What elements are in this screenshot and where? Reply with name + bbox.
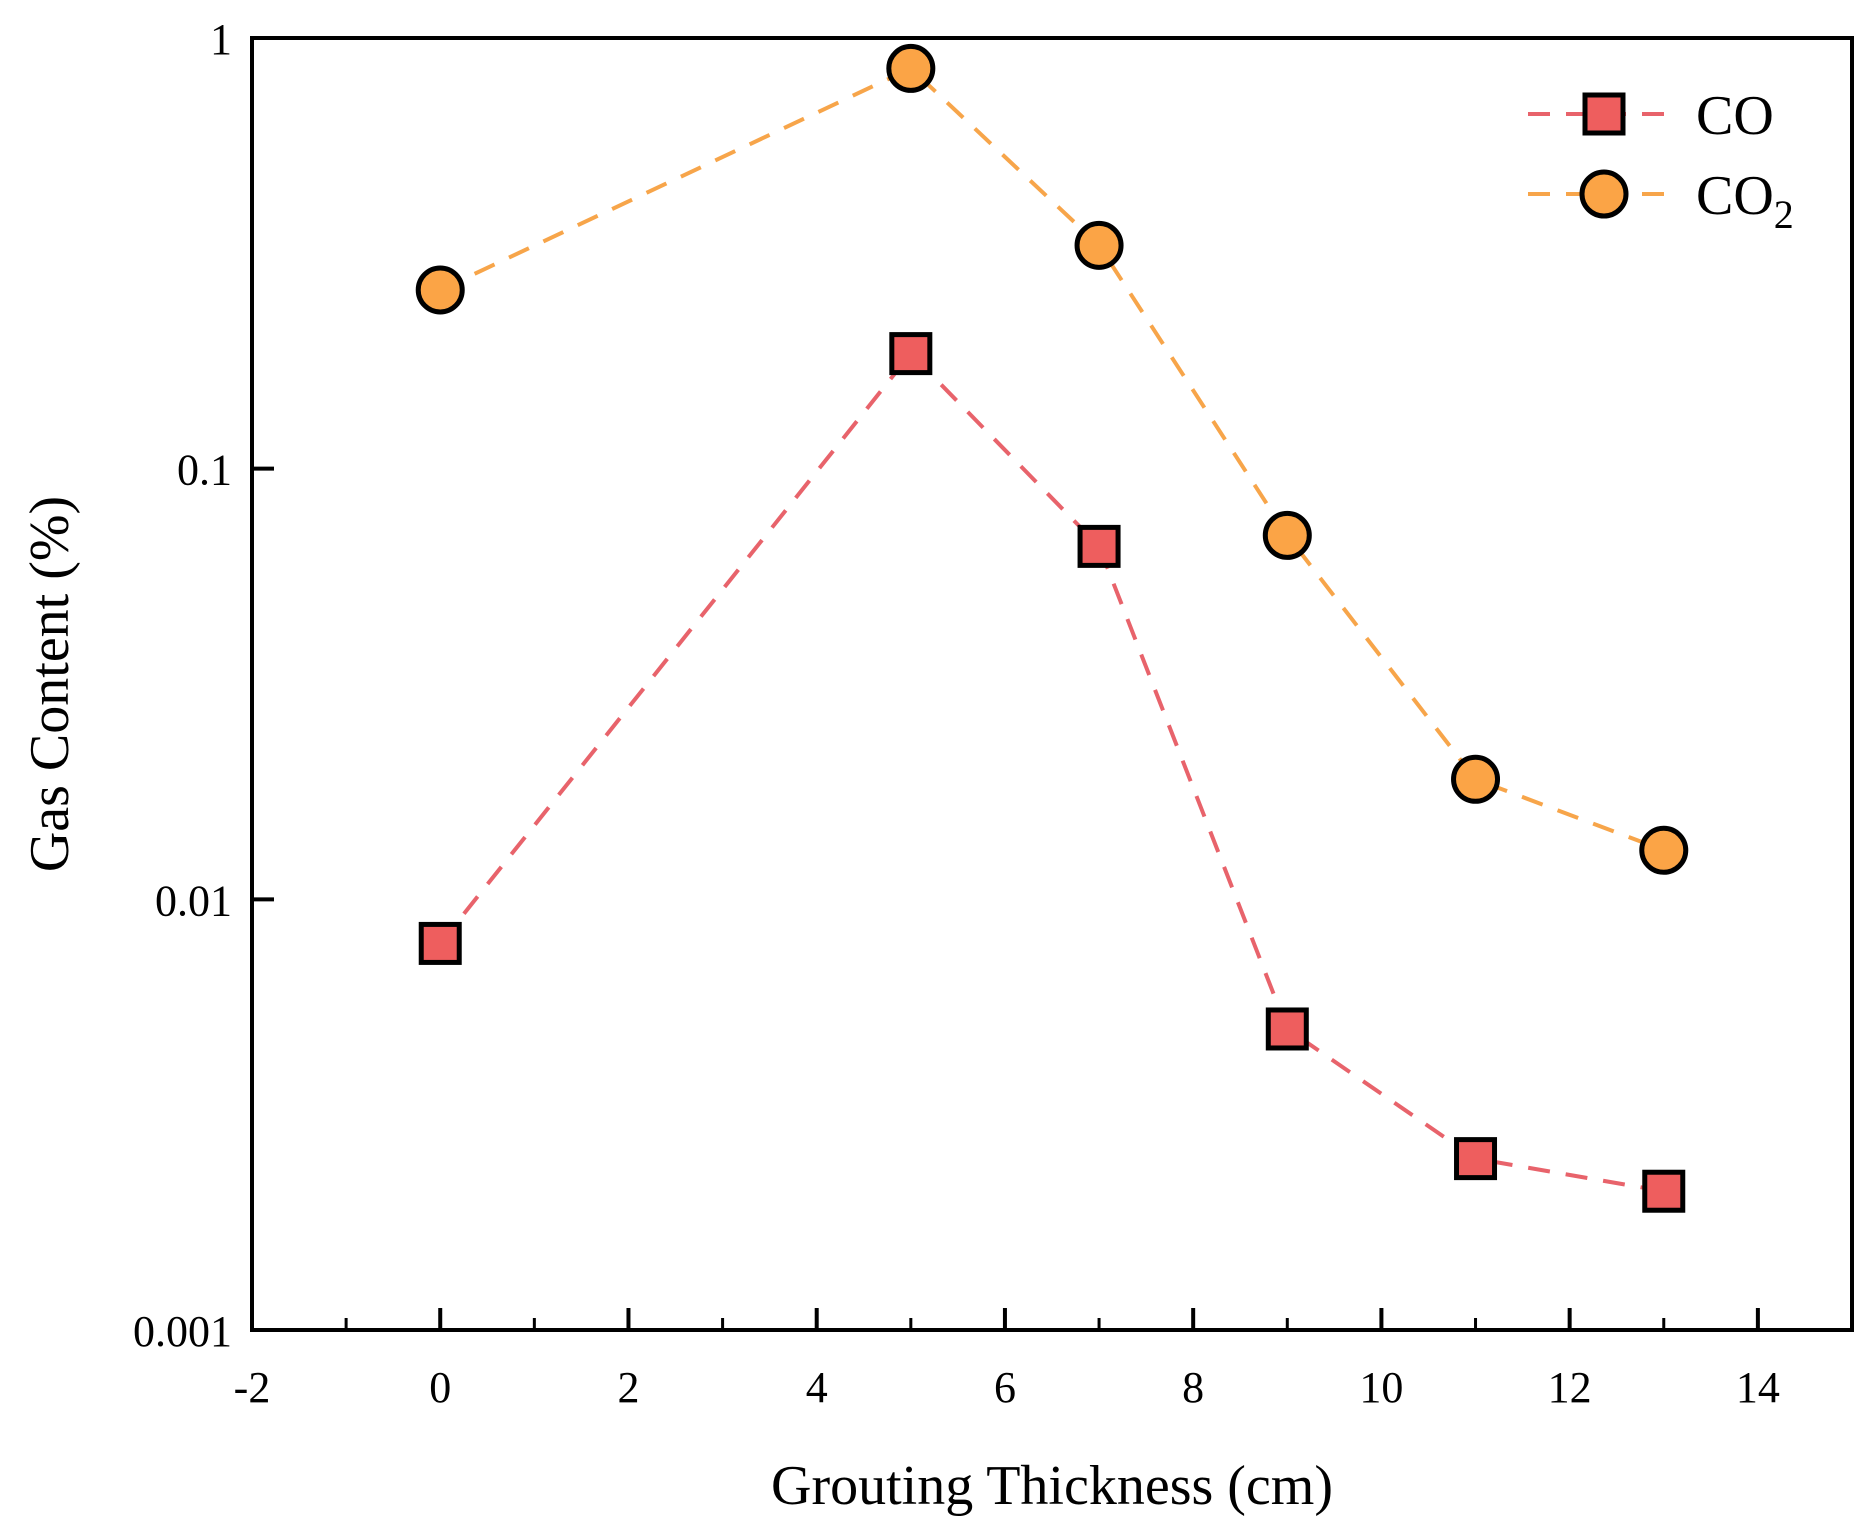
- x-tick-label: 12: [1548, 1363, 1592, 1412]
- data-point-co: [1642, 1169, 1686, 1213]
- data-point-co2: [886, 43, 936, 93]
- x-tick-label: 10: [1359, 1363, 1403, 1412]
- plot-markers: [415, 43, 1689, 1213]
- series-line-co2: [439, 66, 1665, 853]
- data-point-co: [889, 332, 933, 376]
- x-tick-label: 8: [1182, 1363, 1204, 1412]
- data-point-co2: [1451, 754, 1501, 804]
- x-tick-label: 6: [994, 1363, 1016, 1412]
- data-point-co: [1454, 1137, 1498, 1181]
- data-point-co: [418, 921, 462, 965]
- legend-label-co: CO: [1696, 85, 1774, 147]
- y-tick-label: 0.01: [155, 876, 232, 925]
- x-tick-label: 14: [1736, 1363, 1780, 1412]
- x-tick-label: 4: [806, 1363, 828, 1412]
- x-axis-title: Grouting Thickness (cm): [771, 1455, 1333, 1517]
- data-point-co2: [415, 265, 465, 315]
- y-axis-title: Gas Content (%): [19, 496, 81, 872]
- legend-marker-co2: [1579, 169, 1629, 219]
- x-tick-label: -2: [234, 1363, 271, 1412]
- plot-frame: [250, 36, 1854, 1332]
- legend-label-co2: CO2: [1696, 165, 1794, 237]
- data-point-co2: [1262, 510, 1312, 560]
- data-point-co2: [1074, 220, 1124, 270]
- y-tick-label: 0.001: [133, 1307, 232, 1356]
- y-tick-label: 0.1: [177, 446, 232, 495]
- plot-lines: [438, 66, 1665, 1194]
- data-point-co: [1265, 1007, 1309, 1051]
- x-axis: -2 0 2 4 6 8 10 12 14: [234, 1308, 1780, 1412]
- x-tick-label: 0: [429, 1363, 451, 1412]
- legend-marker-co: [1582, 92, 1626, 136]
- legend: CO CO2: [1528, 85, 1794, 237]
- y-tick-label: 1: [210, 15, 232, 64]
- y-axis: 0.001 0.01 0.1 1: [133, 15, 274, 1356]
- x-tick-label: 2: [617, 1363, 639, 1412]
- series-line-co: [438, 350, 1665, 1194]
- data-point-co2: [1639, 825, 1689, 875]
- data-point-co: [1077, 524, 1121, 568]
